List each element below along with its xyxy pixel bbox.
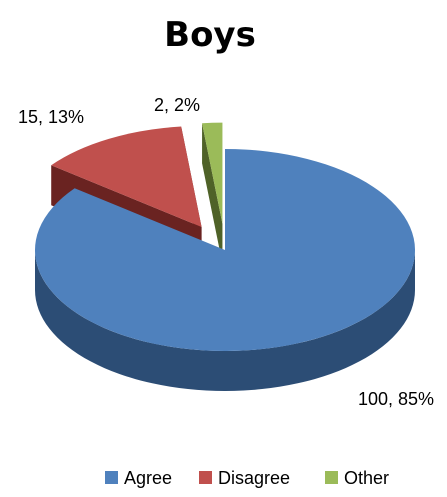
data-label-agree: 100, 85% — [358, 389, 434, 409]
legend-swatch-disagree — [199, 471, 212, 484]
data-label-disagree: 15, 13% — [18, 107, 84, 127]
pie-slice-agree — [35, 149, 415, 351]
legend-label-agree: Agree — [124, 468, 172, 488]
legend-item-other: Other — [325, 468, 389, 488]
pie-slice-disagree — [51, 126, 202, 227]
pie-wall-other-0 — [202, 123, 223, 264]
legend-swatch-other — [325, 471, 338, 484]
legend-swatch-agree — [105, 471, 118, 484]
chart-title: Boys — [164, 15, 256, 55]
pie-plot-area — [35, 122, 415, 391]
legend-item-agree: Agree — [105, 468, 172, 488]
legend: Agree Disagree Other — [105, 468, 389, 488]
legend-label-disagree: Disagree — [218, 468, 290, 488]
legend-item-disagree: Disagree — [199, 468, 290, 488]
legend-label-other: Other — [344, 468, 389, 488]
pie-side-agree — [35, 250, 415, 391]
pie-slice-other — [202, 122, 223, 224]
data-label-other: 2, 2% — [154, 95, 200, 115]
